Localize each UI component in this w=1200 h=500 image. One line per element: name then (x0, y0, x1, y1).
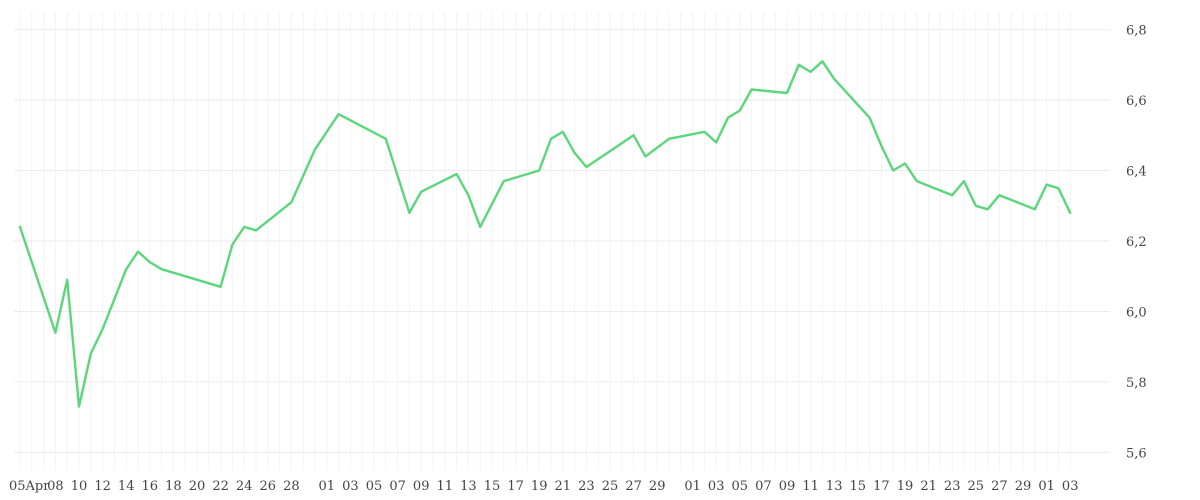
y-axis: 6,8 6,6 6,4 6,2 6,0 5,8 5,6 (1126, 24, 1147, 462)
x-tick-label: 24 (236, 479, 253, 494)
x-tick-label: 11 (437, 479, 454, 494)
y-tick-label: 6,0 (1126, 305, 1147, 320)
y-tick-label: 5,8 (1126, 376, 1147, 391)
x-tick-label: 27 (991, 479, 1008, 494)
x-tick-label: 05 (732, 479, 749, 494)
chart-series (18, 60, 1072, 408)
x-tick-label: 19 (897, 479, 914, 494)
x-tick-label: 29 (649, 479, 666, 494)
y-tick-label: 6,8 (1126, 24, 1147, 39)
x-tick-label: 08 (47, 479, 64, 494)
x-tick-label: 14 (118, 479, 135, 494)
x-tick-label: 01 (319, 479, 336, 494)
x-tick-label: 19 (531, 479, 548, 494)
x-tick-label: 17 (507, 479, 524, 494)
x-tick-label: 13 (826, 479, 843, 494)
x-tick-label: 27 (625, 479, 642, 494)
y-tick-label: 6,6 (1126, 94, 1147, 109)
x-tick-label: 13 (460, 479, 477, 494)
x-tick-label: 03 (1062, 479, 1079, 494)
x-tick-label: 18 (165, 479, 182, 494)
y-tick-label: 6,2 (1126, 235, 1147, 250)
x-tick-label: 25 (968, 479, 985, 494)
y-tick-label: 6,4 (1126, 165, 1147, 180)
x-tick-label: 15 (484, 479, 501, 494)
x-tick-label: 29 (1015, 479, 1032, 494)
x-tick-label: 05Apr (9, 479, 50, 494)
x-tick-label: 12 (94, 479, 111, 494)
x-tick-label: 11 (802, 479, 819, 494)
x-tick-label: 21 (920, 479, 937, 494)
x-tick-label: 15 (850, 479, 867, 494)
y-tick-label: 5,6 (1126, 446, 1147, 461)
chart-grid (14, 12, 1110, 470)
x-tick-label: 10 (71, 479, 88, 494)
x-tick-label: 26 (260, 479, 277, 494)
x-tick-label: 07 (755, 479, 772, 494)
x-tick-label: 16 (142, 479, 159, 494)
x-tick-label: 01 (684, 479, 701, 494)
x-tick-label: 17 (873, 479, 890, 494)
x-tick-label: 21 (555, 479, 572, 494)
x-tick-label: 05 (366, 479, 383, 494)
x-tick-label: 09 (779, 479, 796, 494)
x-tick-label: 03 (708, 479, 725, 494)
x-tick-label: 09 (413, 479, 430, 494)
x-tick-label: 03 (342, 479, 359, 494)
x-tick-label: 25 (602, 479, 619, 494)
x-tick-label: 23 (578, 479, 595, 494)
x-tick-label: 20 (189, 479, 206, 494)
series-line (18, 60, 1072, 408)
x-tick-label: 22 (212, 479, 229, 494)
x-tick-label: 01 (1038, 479, 1055, 494)
x-tick-label: 28 (283, 479, 300, 494)
x-tick-label: 07 (389, 479, 406, 494)
x-tick-label: 23 (944, 479, 961, 494)
